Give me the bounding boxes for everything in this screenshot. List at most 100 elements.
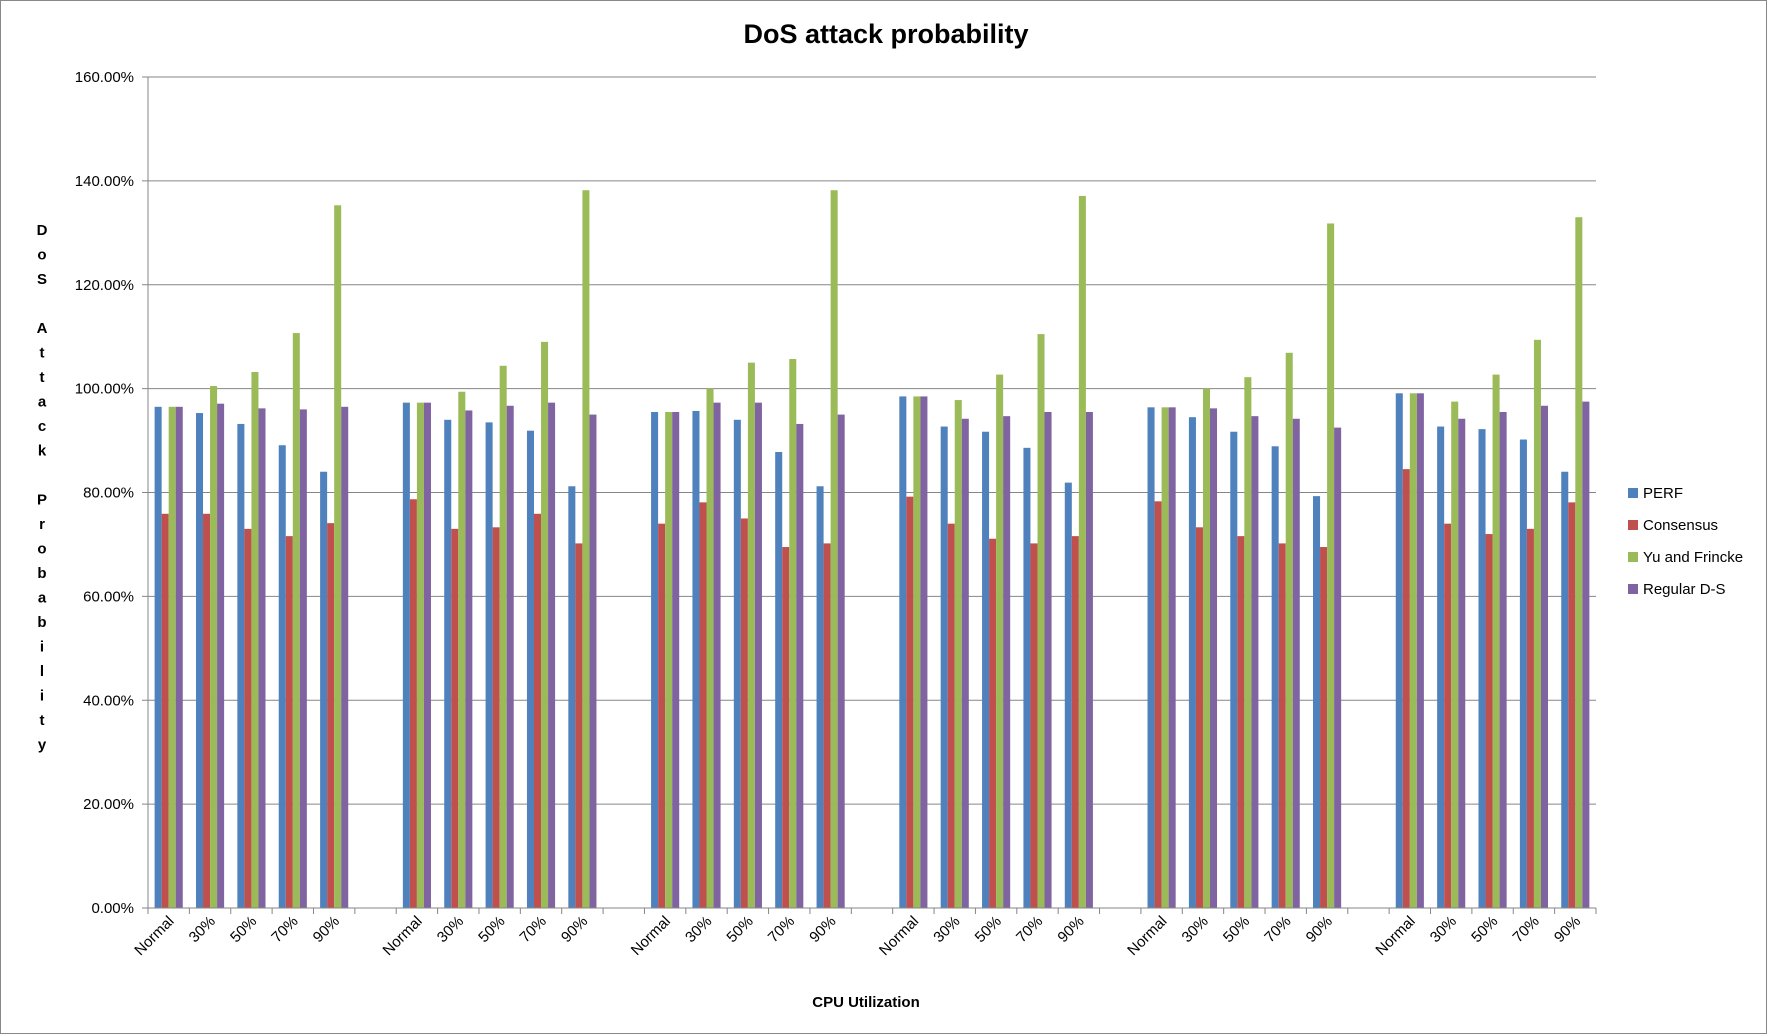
- x-tick-label: 30%: [930, 913, 963, 946]
- y-axis-title-letter: l: [40, 663, 44, 680]
- y-axis-title-letter: c: [38, 418, 46, 435]
- bar: [1271, 446, 1279, 908]
- bar: [575, 543, 583, 908]
- bar: [1085, 412, 1093, 908]
- bar: [444, 419, 452, 908]
- bar: [789, 359, 797, 908]
- bar: [416, 402, 424, 908]
- bar: [775, 451, 783, 908]
- bar: [1492, 374, 1500, 909]
- x-tick-label: Normal: [1372, 913, 1418, 959]
- bar: [754, 402, 762, 908]
- x-tick-label: Normal: [876, 913, 922, 959]
- bar: [1195, 527, 1203, 908]
- bar: [816, 486, 824, 908]
- bar: [244, 528, 252, 908]
- y-axis-title-letter: k: [38, 443, 47, 460]
- y-tick-label: 120.00%: [75, 277, 134, 294]
- y-tick-label: 20.00%: [83, 796, 134, 813]
- bar: [485, 422, 493, 908]
- bar: [1030, 543, 1038, 908]
- legend-swatch: [1628, 488, 1638, 498]
- bar: [1161, 407, 1169, 908]
- y-axis-title-letter: o: [37, 247, 46, 264]
- bar: [1409, 393, 1417, 908]
- bar: [1292, 418, 1300, 908]
- bar: [672, 412, 680, 908]
- bar: [837, 414, 845, 908]
- bar: [168, 406, 176, 908]
- bar: [327, 523, 335, 908]
- bar: [1023, 447, 1031, 908]
- x-tick-label: 70%: [1013, 913, 1046, 946]
- bar: [1210, 408, 1218, 908]
- x-axis-title: CPU Utilization: [812, 994, 920, 1011]
- bar: [989, 538, 997, 908]
- bar: [237, 423, 245, 908]
- bar: [334, 205, 342, 909]
- x-tick-label: 70%: [1261, 913, 1294, 946]
- y-tick-labels: 0.00% 20.00% 40.00% 60.00% 80.00% 100.00% 120.…: [75, 69, 134, 917]
- bar: [651, 412, 659, 908]
- bars-layer: [154, 190, 1590, 909]
- bar: [954, 400, 962, 908]
- bar: [699, 502, 707, 908]
- x-tick-label: 70%: [268, 913, 301, 946]
- y-tick-label: 40.00%: [83, 692, 134, 709]
- bar: [1230, 431, 1238, 908]
- y-axis-title-letter: t: [40, 712, 45, 729]
- bar: [1568, 502, 1576, 908]
- legend-swatch: [1628, 584, 1638, 594]
- bar: [465, 410, 473, 908]
- bar: [1451, 401, 1459, 908]
- bar: [706, 388, 714, 909]
- bar: [458, 391, 466, 908]
- legend-label: PERF: [1643, 485, 1683, 502]
- bar: [195, 413, 204, 908]
- legend-swatch: [1628, 520, 1638, 530]
- bar: [423, 402, 431, 908]
- bar: [1154, 501, 1162, 908]
- y-axis-title-letter: P: [37, 492, 47, 509]
- bar: [175, 406, 183, 908]
- bar: [251, 372, 259, 908]
- x-tick-label: 50%: [227, 913, 260, 946]
- x-tick-label: 50%: [1468, 913, 1501, 946]
- bar: [526, 430, 534, 908]
- y-tick-label: 80.00%: [83, 485, 134, 502]
- y-axis-title-letter: b: [37, 614, 46, 631]
- y-axis-title-letter: S: [37, 271, 47, 288]
- y-axis-title-letter: t: [40, 369, 45, 386]
- bar: [292, 333, 300, 908]
- axes-layer: [147, 77, 1597, 914]
- bar: [320, 471, 328, 908]
- y-axis-title-letter: b: [37, 565, 46, 582]
- x-tick-label: Normal: [131, 913, 177, 959]
- x-tick-label: 70%: [517, 913, 550, 946]
- chart-title: DoS attack probability: [743, 19, 1028, 49]
- bar: [830, 190, 838, 909]
- bar: [534, 513, 542, 908]
- y-axis-title-letter: i: [40, 639, 44, 656]
- bar: [940, 426, 948, 908]
- legend: PERF Consensus Yu and Frincke Regular D-S: [1628, 485, 1743, 598]
- bar: [1458, 418, 1466, 908]
- bar: [1237, 536, 1245, 908]
- bar: [1575, 217, 1583, 909]
- x-tick-label: 30%: [1427, 913, 1460, 946]
- bar: [899, 396, 907, 908]
- bar: [299, 409, 307, 908]
- y-tick-label: 0.00%: [91, 900, 134, 917]
- bar: [1416, 393, 1424, 908]
- bar: [1251, 416, 1259, 908]
- x-tick-label: 90%: [806, 913, 839, 946]
- legend-swatch: [1628, 552, 1638, 562]
- bar: [961, 418, 969, 908]
- bar: [499, 365, 507, 908]
- bar: [1395, 393, 1403, 908]
- bar: [906, 496, 914, 908]
- bar: [1540, 405, 1549, 908]
- bar: [1402, 469, 1410, 908]
- y-axis-title-letter: t: [40, 345, 45, 362]
